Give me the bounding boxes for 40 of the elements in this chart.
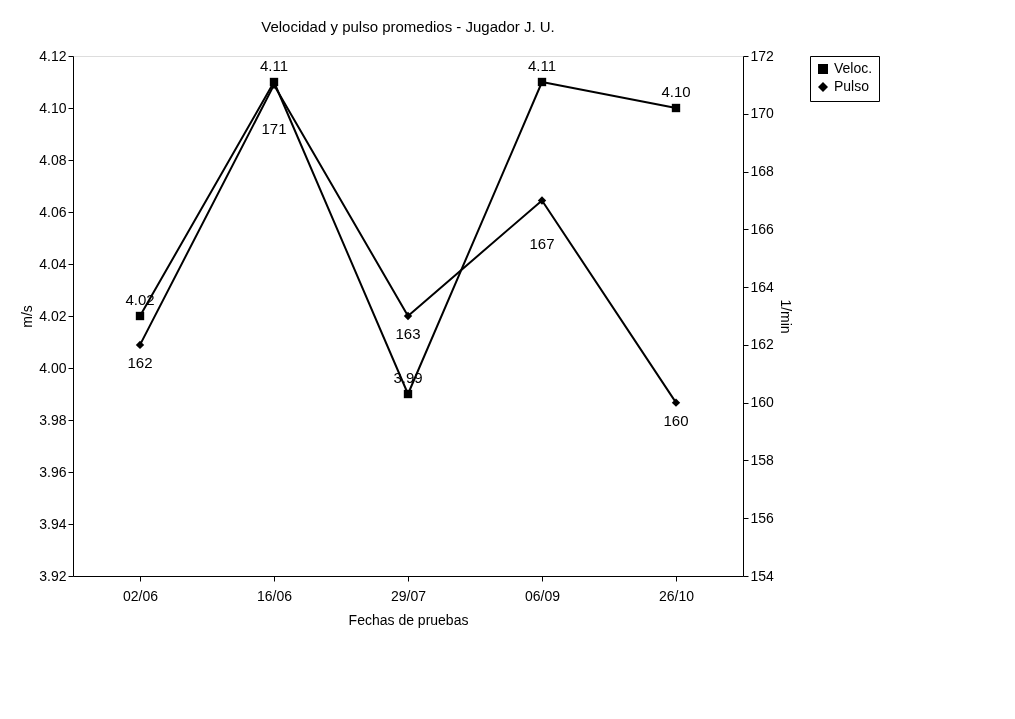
y2-tick-label: 156 xyxy=(750,509,775,526)
y-tick-label: 3.96 xyxy=(39,463,67,480)
legend-label: Veloc. xyxy=(834,60,873,76)
y2-tick-label: 164 xyxy=(750,278,775,295)
x-tick-label: 02/06 xyxy=(122,587,159,604)
y2-tick-label: 160 xyxy=(750,394,775,411)
y-tick-label: 4.08 xyxy=(39,151,67,168)
chart-title: Velocidad y pulso promedios - Jugador J. U. xyxy=(261,18,555,35)
x-axis-title: Fechas de pruebas xyxy=(348,611,469,628)
y2-tick-label: 162 xyxy=(750,336,775,353)
data-label: 163 xyxy=(395,325,421,342)
y2-axis-title: 1/min xyxy=(777,299,794,334)
y-tick-label: 3.92 xyxy=(39,567,67,584)
y2-tick-label: 172 xyxy=(750,47,775,64)
data-label: 160 xyxy=(663,411,689,429)
y-tick-label: 4.00 xyxy=(39,359,67,376)
data-label: 4.11 xyxy=(527,57,557,74)
y-tick-label: 4.10 xyxy=(39,99,67,116)
data-label: 162 xyxy=(127,353,153,371)
legend-label: Pulso xyxy=(834,78,870,94)
y2-tick-label: 158 xyxy=(750,451,775,468)
y-tick-label: 3.98 xyxy=(39,411,67,428)
x-tick-label: 26/10 xyxy=(658,587,695,604)
y-tick-label: 4.06 xyxy=(39,203,67,220)
data-label: 167 xyxy=(529,235,555,253)
x-tick-label: 06/09 xyxy=(524,587,561,604)
y-tick-label: 4.04 xyxy=(39,255,67,272)
y2-tick-label: 154 xyxy=(750,567,775,584)
x-tick-label: 29/07 xyxy=(390,587,427,604)
data-label: 4.10 xyxy=(661,83,691,100)
data-label: 171 xyxy=(261,119,287,137)
y-axis-title: m/s xyxy=(19,305,36,328)
y-tick-label: 4.12 xyxy=(39,47,67,64)
data-label: 4.11 xyxy=(259,57,289,74)
y-tick-label: 4.02 xyxy=(39,307,67,324)
y2-tick-label: 166 xyxy=(750,220,775,237)
y2-tick-label: 170 xyxy=(750,105,775,122)
y2-tick-label: 168 xyxy=(750,163,775,180)
y-tick-label: 3.94 xyxy=(39,515,67,532)
x-tick-label: 16/06 xyxy=(256,587,293,604)
